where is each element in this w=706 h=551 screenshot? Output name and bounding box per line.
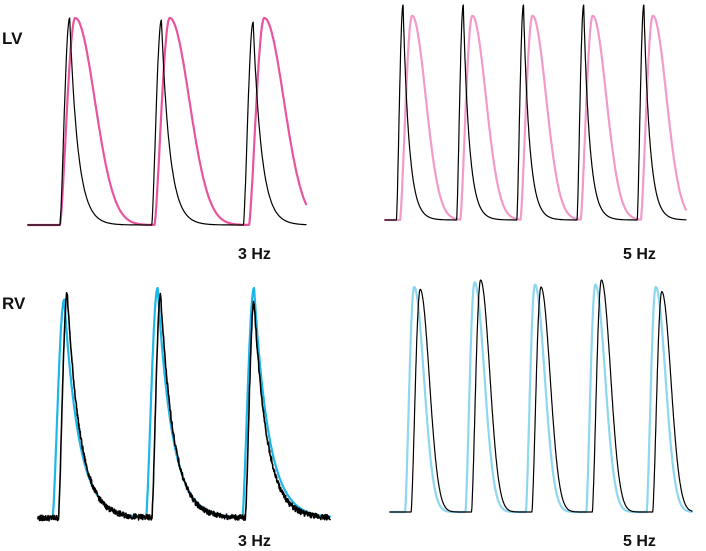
row-label-lv: LV xyxy=(2,29,23,48)
panel-rv-3hz xyxy=(36,286,332,522)
row-label-rv: RV xyxy=(2,294,26,313)
panel-label-lv-5hz: 5 Hz xyxy=(623,246,656,263)
trace-lv-3hz-color xyxy=(26,16,308,227)
trace-lv-5hz-black xyxy=(384,4,687,221)
trace-lv-3hz-black xyxy=(27,17,307,226)
trace-rv-5hz-black xyxy=(389,279,693,513)
trace-lv-5hz-color xyxy=(383,14,688,222)
panel-rv-5hz xyxy=(388,279,694,514)
panel-label-rv-3hz: 3 Hz xyxy=(238,533,271,550)
panel-lv-3hz xyxy=(26,16,308,227)
panel-lv-5hz xyxy=(383,4,688,222)
traces-layer xyxy=(26,4,694,522)
panel-label-lv-3hz: 3 Hz xyxy=(238,246,271,263)
trace-rv-3hz-black xyxy=(37,292,331,522)
trace-rv-3hz-color xyxy=(36,286,332,520)
panel-label-rv-5hz: 5 Hz xyxy=(623,533,656,550)
trace-rv-5hz-color xyxy=(388,281,694,514)
